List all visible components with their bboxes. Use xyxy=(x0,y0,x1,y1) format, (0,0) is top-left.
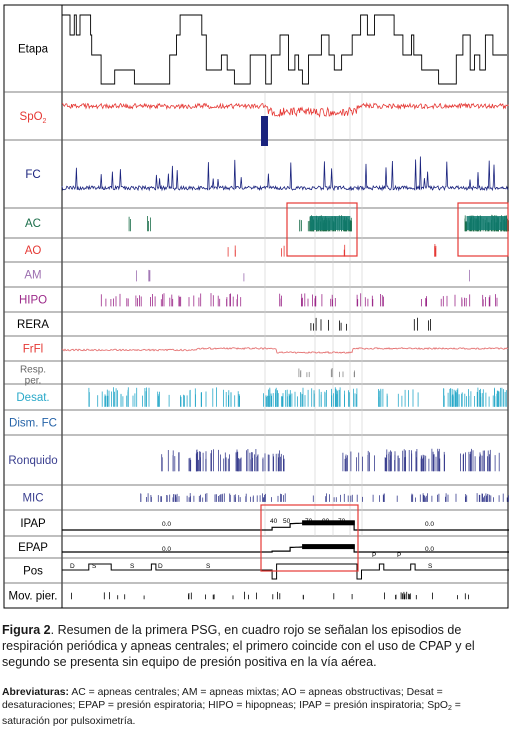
channel-label-ac: AC xyxy=(25,218,41,230)
fc-trace xyxy=(61,156,509,192)
abbreviations-sub: 2 xyxy=(448,705,452,712)
position-letter: P xyxy=(397,552,401,559)
position-letter: S xyxy=(206,563,211,570)
figure-frame xyxy=(3,4,509,609)
hypnogram-trace xyxy=(62,14,507,85)
channel-label-ronquido: Ronquido xyxy=(8,455,57,467)
channel-label-etapa: Etapa xyxy=(18,44,49,56)
abbreviations-tail: = saturación por pulsoximetría. xyxy=(2,700,461,727)
channel-label-frfl: FrFl xyxy=(23,344,43,356)
channel-label-fc: FC xyxy=(25,169,40,181)
figure-caption: Figura 2. Resumen de la primera PSG, en … xyxy=(2,622,507,670)
position-letter: S xyxy=(130,563,135,570)
ipap-value: 70 xyxy=(305,518,313,525)
channel-label-pos: Pos xyxy=(23,566,43,578)
ipap-value: 40 xyxy=(270,518,278,525)
caption-label: Figura 2 xyxy=(2,623,51,637)
position-trace xyxy=(62,563,509,580)
position-letter: D xyxy=(158,563,163,570)
epap-trace xyxy=(62,544,509,553)
highlight-box-cpap xyxy=(260,504,359,572)
fc-artifact-block xyxy=(261,116,268,146)
channel-label-mic: MIC xyxy=(22,493,43,505)
ipap-value: 90 xyxy=(322,518,330,525)
caption-text: . Resumen de la primera PSG, en cuadro r… xyxy=(2,623,475,669)
ipap-value: 0.0 xyxy=(425,521,434,528)
abbreviations-label: Abreviaturas: xyxy=(2,687,69,698)
abbreviations: Abreviaturas: AC = apneas centrales; AM … xyxy=(2,686,507,728)
epap-value: 0.0 xyxy=(162,546,171,553)
epap-value: 0.0 xyxy=(425,546,434,553)
position-letter: P xyxy=(372,552,376,559)
ipap-value: 70 xyxy=(338,518,346,525)
channel-label-am: AM xyxy=(24,270,41,282)
ipap-value: 0.0 xyxy=(162,521,171,528)
channel-label-hipo: HIPO xyxy=(19,295,47,307)
channel-label-ao: AO xyxy=(25,245,42,257)
position-letter: D xyxy=(70,563,75,570)
channel-label-spo2: SpO2 xyxy=(20,111,47,125)
channel-label-ipap: IPAP xyxy=(20,518,46,530)
position-letter: S xyxy=(428,563,433,570)
channel-label-desat-: Desat. xyxy=(16,392,49,404)
ipap-value: 50 xyxy=(283,518,291,525)
ac-dense-block-1 xyxy=(310,216,351,230)
abbreviations-text: AC = apneas centrales; AM = apneas mixta… xyxy=(2,687,448,711)
channel-label-resp-per-: Resp. per. xyxy=(20,365,46,387)
highlight-box-ac-2 xyxy=(457,202,509,257)
frfl-trace xyxy=(61,347,509,354)
channel-label-rera: RERA xyxy=(17,319,49,331)
spo2-trace xyxy=(61,102,509,118)
channel-label-dism-fc: Dism. FC xyxy=(9,418,57,430)
position-letter: S xyxy=(92,563,97,570)
ac-dense-block-2 xyxy=(466,216,507,230)
ipap-trace-fill xyxy=(302,520,355,526)
channel-label-epap: EPAP xyxy=(18,542,48,554)
epap-trace-fill xyxy=(302,544,355,550)
psg-summary-figure: Etapa SpO2 FC AC AO AM HIPO RERA FrFl Resp. per. De… xyxy=(3,4,509,609)
highlight-box-ac-1 xyxy=(286,202,358,257)
channel-label-mov-pier-: Mov. pier. xyxy=(9,591,58,603)
